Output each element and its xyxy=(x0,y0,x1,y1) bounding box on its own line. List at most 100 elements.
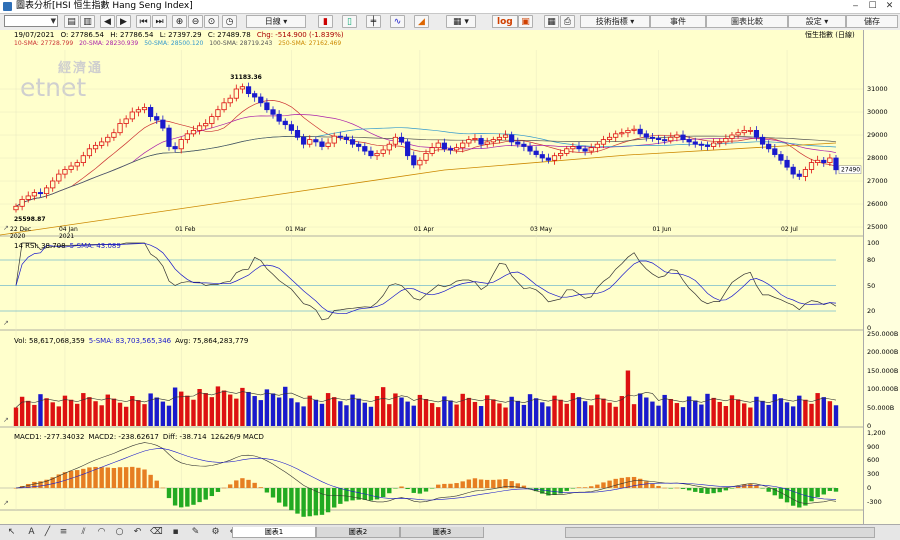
candle-body xyxy=(380,149,386,154)
grid-icon[interactable]: ▦ ▾ xyxy=(446,15,476,28)
delete-icon[interactable]: ⌫ xyxy=(150,527,163,537)
ohlc-bar-icon[interactable]: ╪ xyxy=(366,15,381,28)
tab-chart2[interactable]: 圖表2 xyxy=(316,527,400,538)
tech-indicator-menu[interactable]: 技術指標 ▾ xyxy=(580,15,650,28)
panel-resize-icon: ↗ xyxy=(3,224,9,232)
print-icon[interactable]: ⎙ xyxy=(560,15,575,28)
circle-icon[interactable]: ○ xyxy=(115,527,124,537)
save-icon[interactable]: ▪ xyxy=(172,527,179,537)
macd-histogram-bar xyxy=(803,488,808,506)
clock-icon[interactable]: ◷ xyxy=(222,15,237,28)
volume-bar xyxy=(454,404,459,426)
line-chart-icon[interactable]: ∿ xyxy=(390,15,405,28)
zoom-out-icon[interactable]: ⊖ xyxy=(188,15,203,28)
volume-tick-label: 150.000B xyxy=(867,366,899,375)
macd-histogram-bar xyxy=(99,467,104,488)
macd-histogram-bar xyxy=(570,488,576,489)
scroll-end-left-icon[interactable]: ⏮ xyxy=(136,15,151,28)
minimize-button[interactable]: ‒ xyxy=(852,1,859,11)
rsi-line xyxy=(15,242,837,321)
volume-bar xyxy=(564,403,569,426)
close-button[interactable]: ✕ xyxy=(885,1,894,11)
macd-histogram-bar xyxy=(221,487,227,489)
volume-bar xyxy=(240,387,245,426)
settings-menu[interactable]: 設定 ▾ xyxy=(788,15,846,28)
table-icon[interactable]: ▦ xyxy=(544,15,559,28)
undo-icon[interactable]: ↶ xyxy=(133,527,142,537)
candle-body xyxy=(711,142,717,147)
cursor-icon[interactable]: ↖ xyxy=(7,527,16,537)
volume-bar xyxy=(527,394,533,426)
price-tick-label: 26000 xyxy=(867,200,888,208)
candle-body xyxy=(166,127,172,147)
tab-chart1[interactable]: 圖表1 xyxy=(232,527,316,538)
layout-icon[interactable]: ▣ xyxy=(518,15,533,28)
volume-bar xyxy=(570,393,576,426)
volume-bar xyxy=(332,397,337,426)
candle-body xyxy=(833,157,839,171)
macd-histogram-bar xyxy=(50,477,55,488)
events-button[interactable]: 事件 xyxy=(650,15,706,28)
volume-bar xyxy=(515,400,520,426)
save-button[interactable]: 儲存 xyxy=(846,15,898,28)
candle-body xyxy=(827,157,833,163)
zoom-in-icon[interactable]: ⊕ xyxy=(172,15,187,28)
maximize-button[interactable]: ☐ xyxy=(868,1,877,11)
area-chart-icon[interactable]: ◢ xyxy=(414,15,429,28)
text-tool-icon[interactable]: A xyxy=(28,527,35,537)
symbol-combo[interactable]: ▼ xyxy=(4,15,58,27)
tool-icon[interactable]: ✎ xyxy=(191,527,200,537)
scroll-left-icon[interactable]: ◀ xyxy=(100,15,115,28)
settings-icon[interactable]: ⚙ xyxy=(211,527,220,537)
trendline-icon[interactable]: ╱ xyxy=(44,527,51,537)
navigator-scrollbar[interactable] xyxy=(565,527,875,538)
scroll-end-right-icon[interactable]: ⏭ xyxy=(152,15,167,28)
volume-info: Vol: 58,617,068,359 5-SMA: 83,703,565,346… xyxy=(14,337,252,345)
candlestick-icon[interactable]: ▮ xyxy=(318,15,333,28)
macd-histogram-bar xyxy=(527,488,533,489)
candle-body xyxy=(747,130,753,132)
candle-body xyxy=(86,148,93,157)
line-type-icon[interactable]: ▥ xyxy=(80,15,95,28)
right-axis: 31000 30000 29000 28000 27000 26000 25000 100 80… xyxy=(863,30,900,524)
macd-tick-label: 1,200 xyxy=(867,428,886,437)
volume-bar xyxy=(723,406,729,426)
tab-chart3[interactable]: 圖表3 xyxy=(400,527,484,538)
volume-sma-label: 5-SMA: 83,703,565,346 xyxy=(88,337,172,345)
period-menu[interactable]: 日線 ▾ xyxy=(246,15,306,28)
volume-bar xyxy=(179,391,184,426)
fibonacci-icon[interactable]: ≡ xyxy=(59,527,68,537)
compare-button[interactable]: 圖表比較 xyxy=(706,15,788,28)
macd-histogram-bar xyxy=(13,488,19,489)
candle-body xyxy=(325,142,331,147)
candle-body xyxy=(349,139,356,145)
candle-body xyxy=(276,113,282,122)
sma10-label: 10-SMA: 27728.799 xyxy=(14,40,74,47)
candle-body xyxy=(655,138,662,140)
candle-body xyxy=(148,107,154,118)
macd-histogram-bar xyxy=(185,488,190,507)
log-scale-button[interactable]: log xyxy=(492,15,518,28)
macd-histogram-bar xyxy=(460,481,465,488)
channel-icon[interactable]: ⫽ xyxy=(81,527,86,537)
volume-bar xyxy=(111,398,117,426)
volume-bar xyxy=(13,407,19,426)
last-price-label: 27490 xyxy=(841,167,860,174)
volume-bar xyxy=(821,397,826,426)
candle-hollow-icon[interactable]: ▯ xyxy=(342,15,357,28)
candle-body xyxy=(778,154,784,161)
arc-icon[interactable]: ◠ xyxy=(97,527,106,537)
volume-bar xyxy=(833,405,839,426)
volume-bar xyxy=(711,397,716,426)
bar-type-icon[interactable]: ▤ xyxy=(64,15,79,28)
rsi-sma-line xyxy=(15,242,837,315)
candle-body xyxy=(80,155,86,163)
volume-bar xyxy=(38,394,43,426)
candle-body xyxy=(588,147,594,152)
zoom-reset-icon[interactable]: ⊙ xyxy=(204,15,219,28)
scroll-right-icon[interactable]: ▶ xyxy=(116,15,131,28)
chart-area[interactable]: 經濟通 etnet 19/07/2021 O: 27786.54 H: 2778… xyxy=(0,30,900,524)
volume-bar xyxy=(729,395,735,426)
macd-histogram-bar xyxy=(405,488,410,490)
